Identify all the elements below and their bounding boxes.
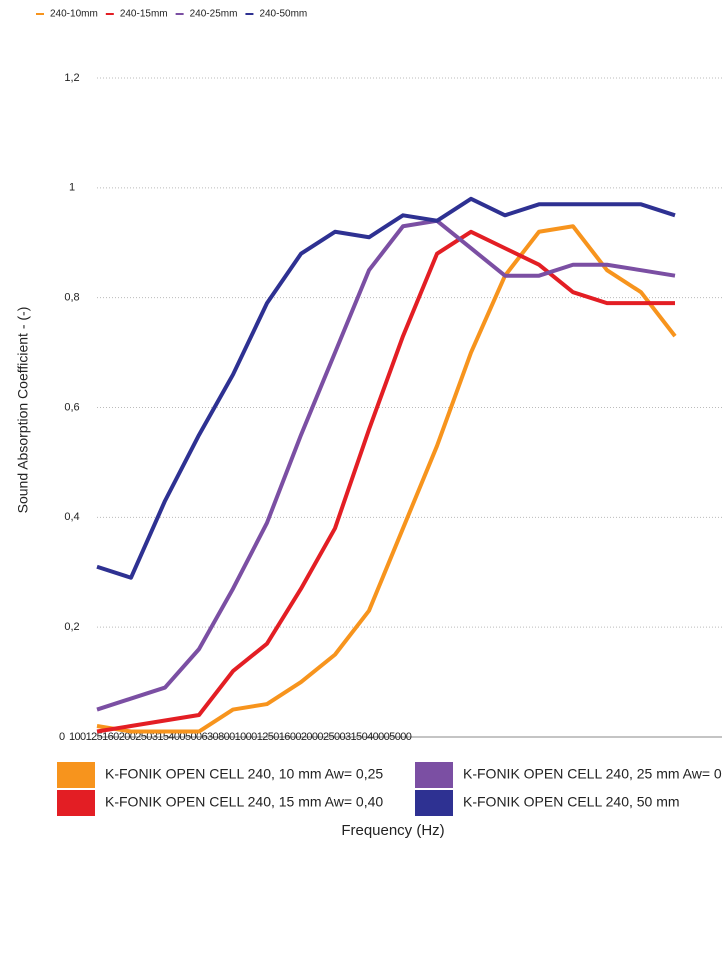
x-tick-label: 2000 <box>301 731 324 743</box>
x-tick-label: 125 <box>86 731 103 743</box>
legend-text: K-FONIK OPEN CELL 240, 25 mm Aw= 0,5 <box>463 766 722 782</box>
y-tick-label: 0 <box>59 731 65 743</box>
legend-swatch <box>415 762 453 788</box>
legend-swatch <box>415 790 453 816</box>
x-tick-label: 1000 <box>235 731 258 743</box>
x-tick-label: 1250 <box>257 731 280 743</box>
legend-text: K-FONIK OPEN CELL 240, 15 mm Aw= 0,40 <box>105 794 383 810</box>
y-tick-label: 0,2 <box>64 621 79 633</box>
x-tick-label: 200 <box>119 731 136 743</box>
legend-label: 240-15mm <box>120 9 168 20</box>
legend-label: 240-10mm <box>50 9 98 20</box>
x-tick-labels: 1001251602002503154005006308001000125016… <box>69 731 412 743</box>
x-tick-label: 800 <box>218 731 235 743</box>
y-tick-label: 1 <box>69 182 75 194</box>
x-tick-label: 1600 <box>279 731 302 743</box>
legend-swatch <box>57 790 95 816</box>
legend-text: K-FONIK OPEN CELL 240, 50 mm <box>463 794 680 810</box>
y-tick-label: 1,2 <box>64 72 79 84</box>
x-tick-label: 315 <box>152 731 169 743</box>
series-line <box>96 218 676 712</box>
legend-label: 240-50mm <box>259 9 307 20</box>
x-tick-label: 160 <box>102 731 119 743</box>
x-tick-label: 4000 <box>367 731 390 743</box>
x-axis-title: Frequency (Hz) <box>341 822 444 839</box>
x-tick-label: 630 <box>202 731 219 743</box>
x-tick-label: 3150 <box>345 731 368 743</box>
x-tick-label: 5000 <box>389 731 412 743</box>
y-tick-label: 0,8 <box>64 292 79 304</box>
legend-text: K-FONIK OPEN CELL 240, 10 mm Aw= 0,25 <box>105 766 383 782</box>
legend-label: 240-25mm <box>190 9 238 20</box>
y-axis-title: Sound Absorption Coefficient - (-) <box>15 307 31 514</box>
x-tick-label: 400 <box>168 731 185 743</box>
series-line <box>96 224 677 734</box>
series-line <box>96 196 676 580</box>
x-tick-label: 250 <box>135 731 152 743</box>
y-tick-label: 0,6 <box>64 401 79 413</box>
legend-swatch <box>57 762 95 788</box>
x-tick-label: 100 <box>69 731 86 743</box>
series-line <box>96 229 675 734</box>
x-tick-label: 500 <box>185 731 202 743</box>
y-tick-label: 0,4 <box>64 511 79 523</box>
x-tick-label: 2500 <box>323 731 346 743</box>
